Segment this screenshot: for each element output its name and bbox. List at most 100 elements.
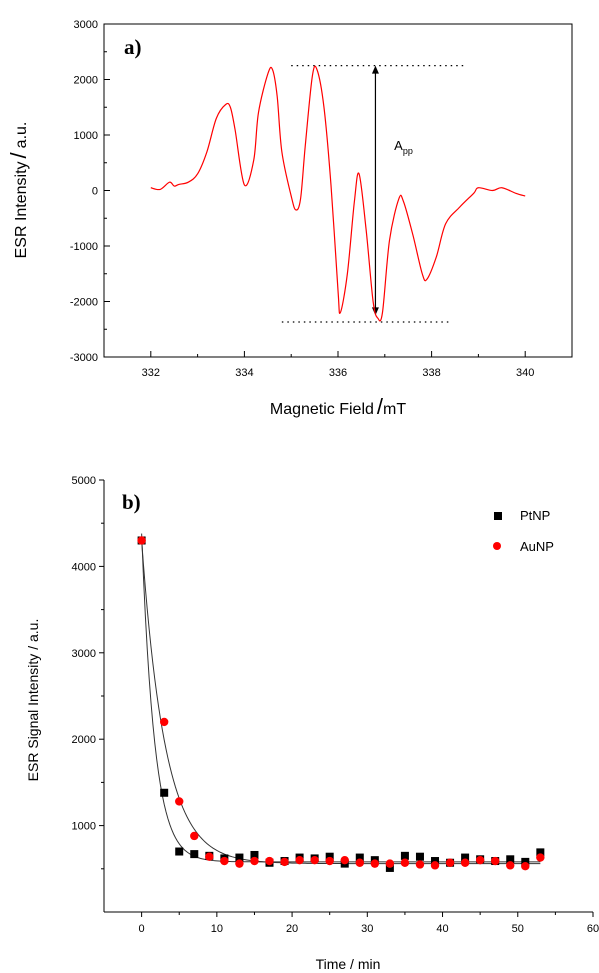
chart-b-point-aunp <box>175 797 184 806</box>
chart-b-point-aunp <box>280 857 289 867</box>
chart-b-point-aunp <box>430 861 440 870</box>
chart-b-x-axis-title: Time / min <box>316 956 381 972</box>
chart-b-point-ptnp <box>461 853 470 862</box>
chart-b-x-tick-label: 60 <box>587 923 599 935</box>
chart-b-point-aunp <box>385 859 395 868</box>
chart-b-point-aunp <box>370 859 380 868</box>
chart-a-x-axis-separator: / <box>377 394 384 419</box>
chart-b-point-ptnp <box>175 847 184 856</box>
chart-a-x-tick-label: 336 <box>329 367 347 379</box>
chart-b: 0 10 20 30 40 50 60 1000 2000 3000 4000 5000 b) Pt… <box>25 475 599 972</box>
chart-b-point-aunp <box>159 717 169 727</box>
chart-b-y-ticks: 1000 2000 3000 4000 5000 <box>72 475 104 870</box>
chart-b-fit-curve-ptnp <box>141 533 541 863</box>
chart-a-app-arrowhead-down <box>371 307 379 316</box>
chart-b-fit-curves <box>141 533 541 865</box>
chart-a-panel-label: a) <box>124 35 142 59</box>
chart-b-point-aunp <box>265 856 274 866</box>
chart-b-point-ptnp <box>431 857 440 866</box>
chart-b-point-ptnp <box>415 852 424 861</box>
chart-b-y-tick-label: 2000 <box>72 734 96 746</box>
chart-b-point-aunp <box>205 852 214 861</box>
chart-b-y-tick-label: 1000 <box>72 821 96 833</box>
chart-a-y-tick-label: -2000 <box>70 297 98 309</box>
chart-a-y-tick-label: -3000 <box>70 352 98 364</box>
chart-a-y-tick-label: 3000 <box>74 19 98 31</box>
chart-a-y-tick-label: 2000 <box>74 75 98 87</box>
chart-b-point-aunp <box>325 856 334 866</box>
chart-b-x-tick-label: 40 <box>436 923 448 935</box>
chart-b-point-ptnp <box>355 853 364 862</box>
chart-a-y-ticks: -3000 -2000 -1000 0 1000 2000 3000 <box>70 19 110 364</box>
chart-b-point-ptnp <box>521 857 530 866</box>
chart-b-y-tick-label: 4000 <box>72 561 96 573</box>
chart-a-y-tick-label: -1000 <box>70 241 98 253</box>
chart-a-app-label-subscript: pp <box>403 146 413 156</box>
chart-b-point-ptnp <box>190 850 199 859</box>
chart-a-annotations: App <box>281 64 465 323</box>
chart-a-plot-frame <box>103 23 573 358</box>
chart-a-x-axis-unit: mT <box>383 401 406 418</box>
chart-b-point-aunp <box>415 860 425 869</box>
chart-b-point-aunp <box>250 856 259 866</box>
chart-b-point-ptnp <box>235 853 244 862</box>
chart-a-x-tick-label: 332 <box>142 367 160 379</box>
chart-b-point-ptnp <box>250 850 259 859</box>
chart-b-point-ptnp <box>160 788 169 797</box>
chart-b-point-ptnp <box>385 863 394 872</box>
chart-a-x-ticks: 332 334 336 338 340 <box>103 351 573 379</box>
chart-a-y-tick-label: 0 <box>92 186 98 198</box>
chart-b-y-tick-label: 3000 <box>72 648 96 660</box>
chart-b-point-aunp <box>295 855 304 865</box>
legend-label-aunp: AuNP <box>520 539 554 554</box>
chart-b-point-aunp <box>445 858 455 867</box>
chart-a: 332 334 336 338 340 -3000 -2000 -1000 0 1000 2000… <box>6 19 573 419</box>
chart-b-point-aunp <box>475 855 485 865</box>
chart-b-fit-curve-aunp <box>141 540 541 865</box>
legend-marker-aunp <box>493 542 501 550</box>
chart-a-app-label-main: A <box>394 138 403 153</box>
chart-a-y-axis-label: ESR Intensity <box>13 161 30 258</box>
chart-b-y-axis-title: ESR Signal Intensity / a.u. <box>25 619 41 782</box>
chart-b-x-tick-label: 20 <box>286 923 298 935</box>
chart-b-legend: PtNP AuNP <box>493 508 554 554</box>
chart-a-x-tick-label: 340 <box>516 367 534 379</box>
chart-a-app-label: App <box>394 138 413 156</box>
chart-b-point-aunp <box>137 536 146 545</box>
chart-b-point-ptnp <box>506 855 515 864</box>
chart-b-point-aunp <box>400 858 410 867</box>
chart-b-point-aunp <box>220 856 229 866</box>
chart-b-point-aunp <box>491 856 500 866</box>
chart-b-y-tick-label: 5000 <box>72 475 96 487</box>
chart-a-y-tick-label: 1000 <box>74 130 98 142</box>
chart-b-point-aunp <box>190 831 199 841</box>
chart-a-app-arrowhead-up <box>371 65 379 74</box>
chart-a-y-axis-separator: / <box>6 151 31 158</box>
chart-b-x-tick-label: 0 <box>139 923 145 935</box>
chart-b-point-ptnp <box>400 851 409 860</box>
chart-b-x-tick-label: 30 <box>361 923 373 935</box>
chart-b-panel-label: b) <box>122 490 141 514</box>
chart-a-x-tick-label: 334 <box>235 367 253 379</box>
legend-marker-ptnp <box>494 512 502 520</box>
chart-b-point-aunp <box>340 855 349 865</box>
chart-a-y-axis-unit: a.u. <box>13 122 30 149</box>
chart-a-esr-spectrum-line <box>150 65 526 322</box>
chart-a-x-axis-title: Magnetic Field/mT <box>270 394 407 419</box>
chart-b-point-aunp <box>235 859 244 868</box>
chart-b-point-aunp <box>521 862 530 871</box>
chart-b-point-aunp <box>355 858 364 867</box>
chart-a-series <box>150 65 526 322</box>
legend-label-ptnp: PtNP <box>520 508 550 523</box>
chart-b-point-aunp <box>460 858 470 867</box>
chart-a-y-axis-title: ESR Intensity / a.u. <box>6 122 31 259</box>
chart-a-x-axis-label: Magnetic Field <box>270 401 374 418</box>
chart-b-point-aunp <box>506 861 515 870</box>
chart-b-point-aunp <box>536 853 545 862</box>
chart-b-x-tick-label: 50 <box>512 923 524 935</box>
chart-b-point-ptnp <box>536 848 545 857</box>
chart-b-x-tick-label: 10 <box>211 923 223 935</box>
chart-b-point-aunp <box>310 855 319 865</box>
chart-b-series <box>137 536 545 872</box>
